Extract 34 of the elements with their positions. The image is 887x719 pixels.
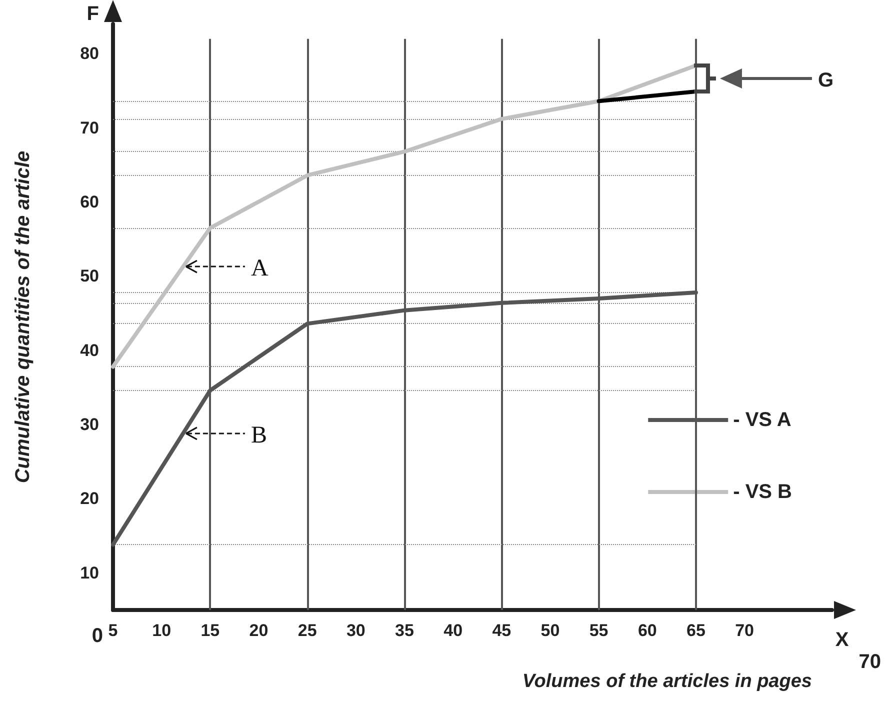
y-tick-label: 20 (80, 489, 99, 508)
x-tick-label: 50 (540, 621, 560, 640)
legend-label: - VS B (733, 481, 792, 503)
x-tick-label: 55 (589, 621, 608, 640)
y-tick-label: 80 (80, 44, 99, 64)
x-tick-label: 30 (346, 621, 366, 640)
y-axis-title: Cumulative quantities of the article (12, 150, 34, 484)
y-tick-label: 60 (80, 192, 99, 212)
text: 0 (92, 625, 103, 647)
x-tick-label: 5 (108, 621, 118, 640)
legend-label: - VS A (733, 409, 792, 431)
y-tick-label: 30 (80, 415, 99, 434)
x-tick-label: 60 (638, 621, 657, 640)
y-tick-label: 50 (80, 266, 99, 286)
annotation: B (250, 422, 267, 448)
x-axis-title: Volumes of the articles in pages (522, 671, 812, 692)
x-tick-label: 20 (249, 621, 268, 640)
text: 70 (858, 651, 881, 673)
x-tick-label: 45 (492, 621, 512, 640)
x-tick-label: 40 (444, 621, 463, 640)
text: F (86, 3, 99, 25)
x-tick-label: 15 (200, 621, 220, 640)
y-tick-label: 40 (80, 340, 99, 360)
text: X (835, 629, 850, 651)
x-tick-label: 70 (735, 621, 754, 640)
annotation: A (250, 256, 269, 282)
line-series (111, 64, 698, 369)
x-tick-label: 65 (686, 621, 706, 640)
y-tick-label: 70 (80, 118, 99, 138)
y-tick-label: 10 (80, 563, 99, 582)
x-tick-label: 35 (395, 621, 414, 640)
x-tick-label: 25 (298, 621, 317, 640)
annotation: G (818, 70, 834, 92)
x-tick-label: 10 (152, 621, 172, 640)
